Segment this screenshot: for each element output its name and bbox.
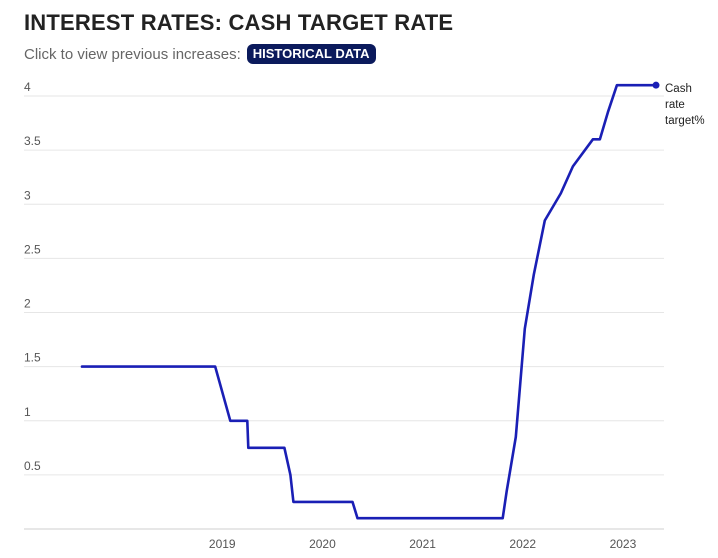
y-tick-label: 2.5 <box>24 242 41 256</box>
grid-lines <box>24 95 664 530</box>
historical-data-button[interactable]: HISTORICAL DATA <box>246 44 376 64</box>
subtitle-text: Click to view previous increases: <box>24 45 241 63</box>
x-tick-label: 2019 <box>209 537 236 551</box>
y-tick-label: 1.5 <box>24 351 41 365</box>
x-tick-label: 2021 <box>409 537 436 551</box>
series-legend: Cash rate target% <box>665 83 705 127</box>
legend-label: rate <box>665 99 685 111</box>
x-tick-label: 2023 <box>610 537 637 551</box>
series-line <box>80 83 658 520</box>
page-title: INTEREST RATES: CASH TARGET RATE <box>24 10 454 35</box>
y-tick-label: 4 <box>24 80 31 94</box>
y-tick-label: 0.5 <box>24 459 41 473</box>
x-tick-label: 2020 <box>309 537 336 551</box>
y-tick-label: 2 <box>24 297 31 311</box>
subtitle-row: Click to view previous increases: HISTOR… <box>24 44 376 64</box>
legend-label: target% <box>665 115 705 127</box>
y-tick-label: 3.5 <box>24 134 41 148</box>
x-axis-ticks: 2019 2020 2021 2022 2023 <box>209 537 637 551</box>
x-tick-label: 2022 <box>509 537 536 551</box>
legend-label: Cash <box>665 83 692 95</box>
series-group <box>80 81 660 520</box>
y-axis-ticks: 0.5 1 1.5 2 2.5 3 3.5 4 <box>24 80 41 473</box>
series-end-point <box>652 81 660 89</box>
y-tick-label: 1 <box>24 405 31 419</box>
y-tick-label: 3 <box>24 188 31 202</box>
